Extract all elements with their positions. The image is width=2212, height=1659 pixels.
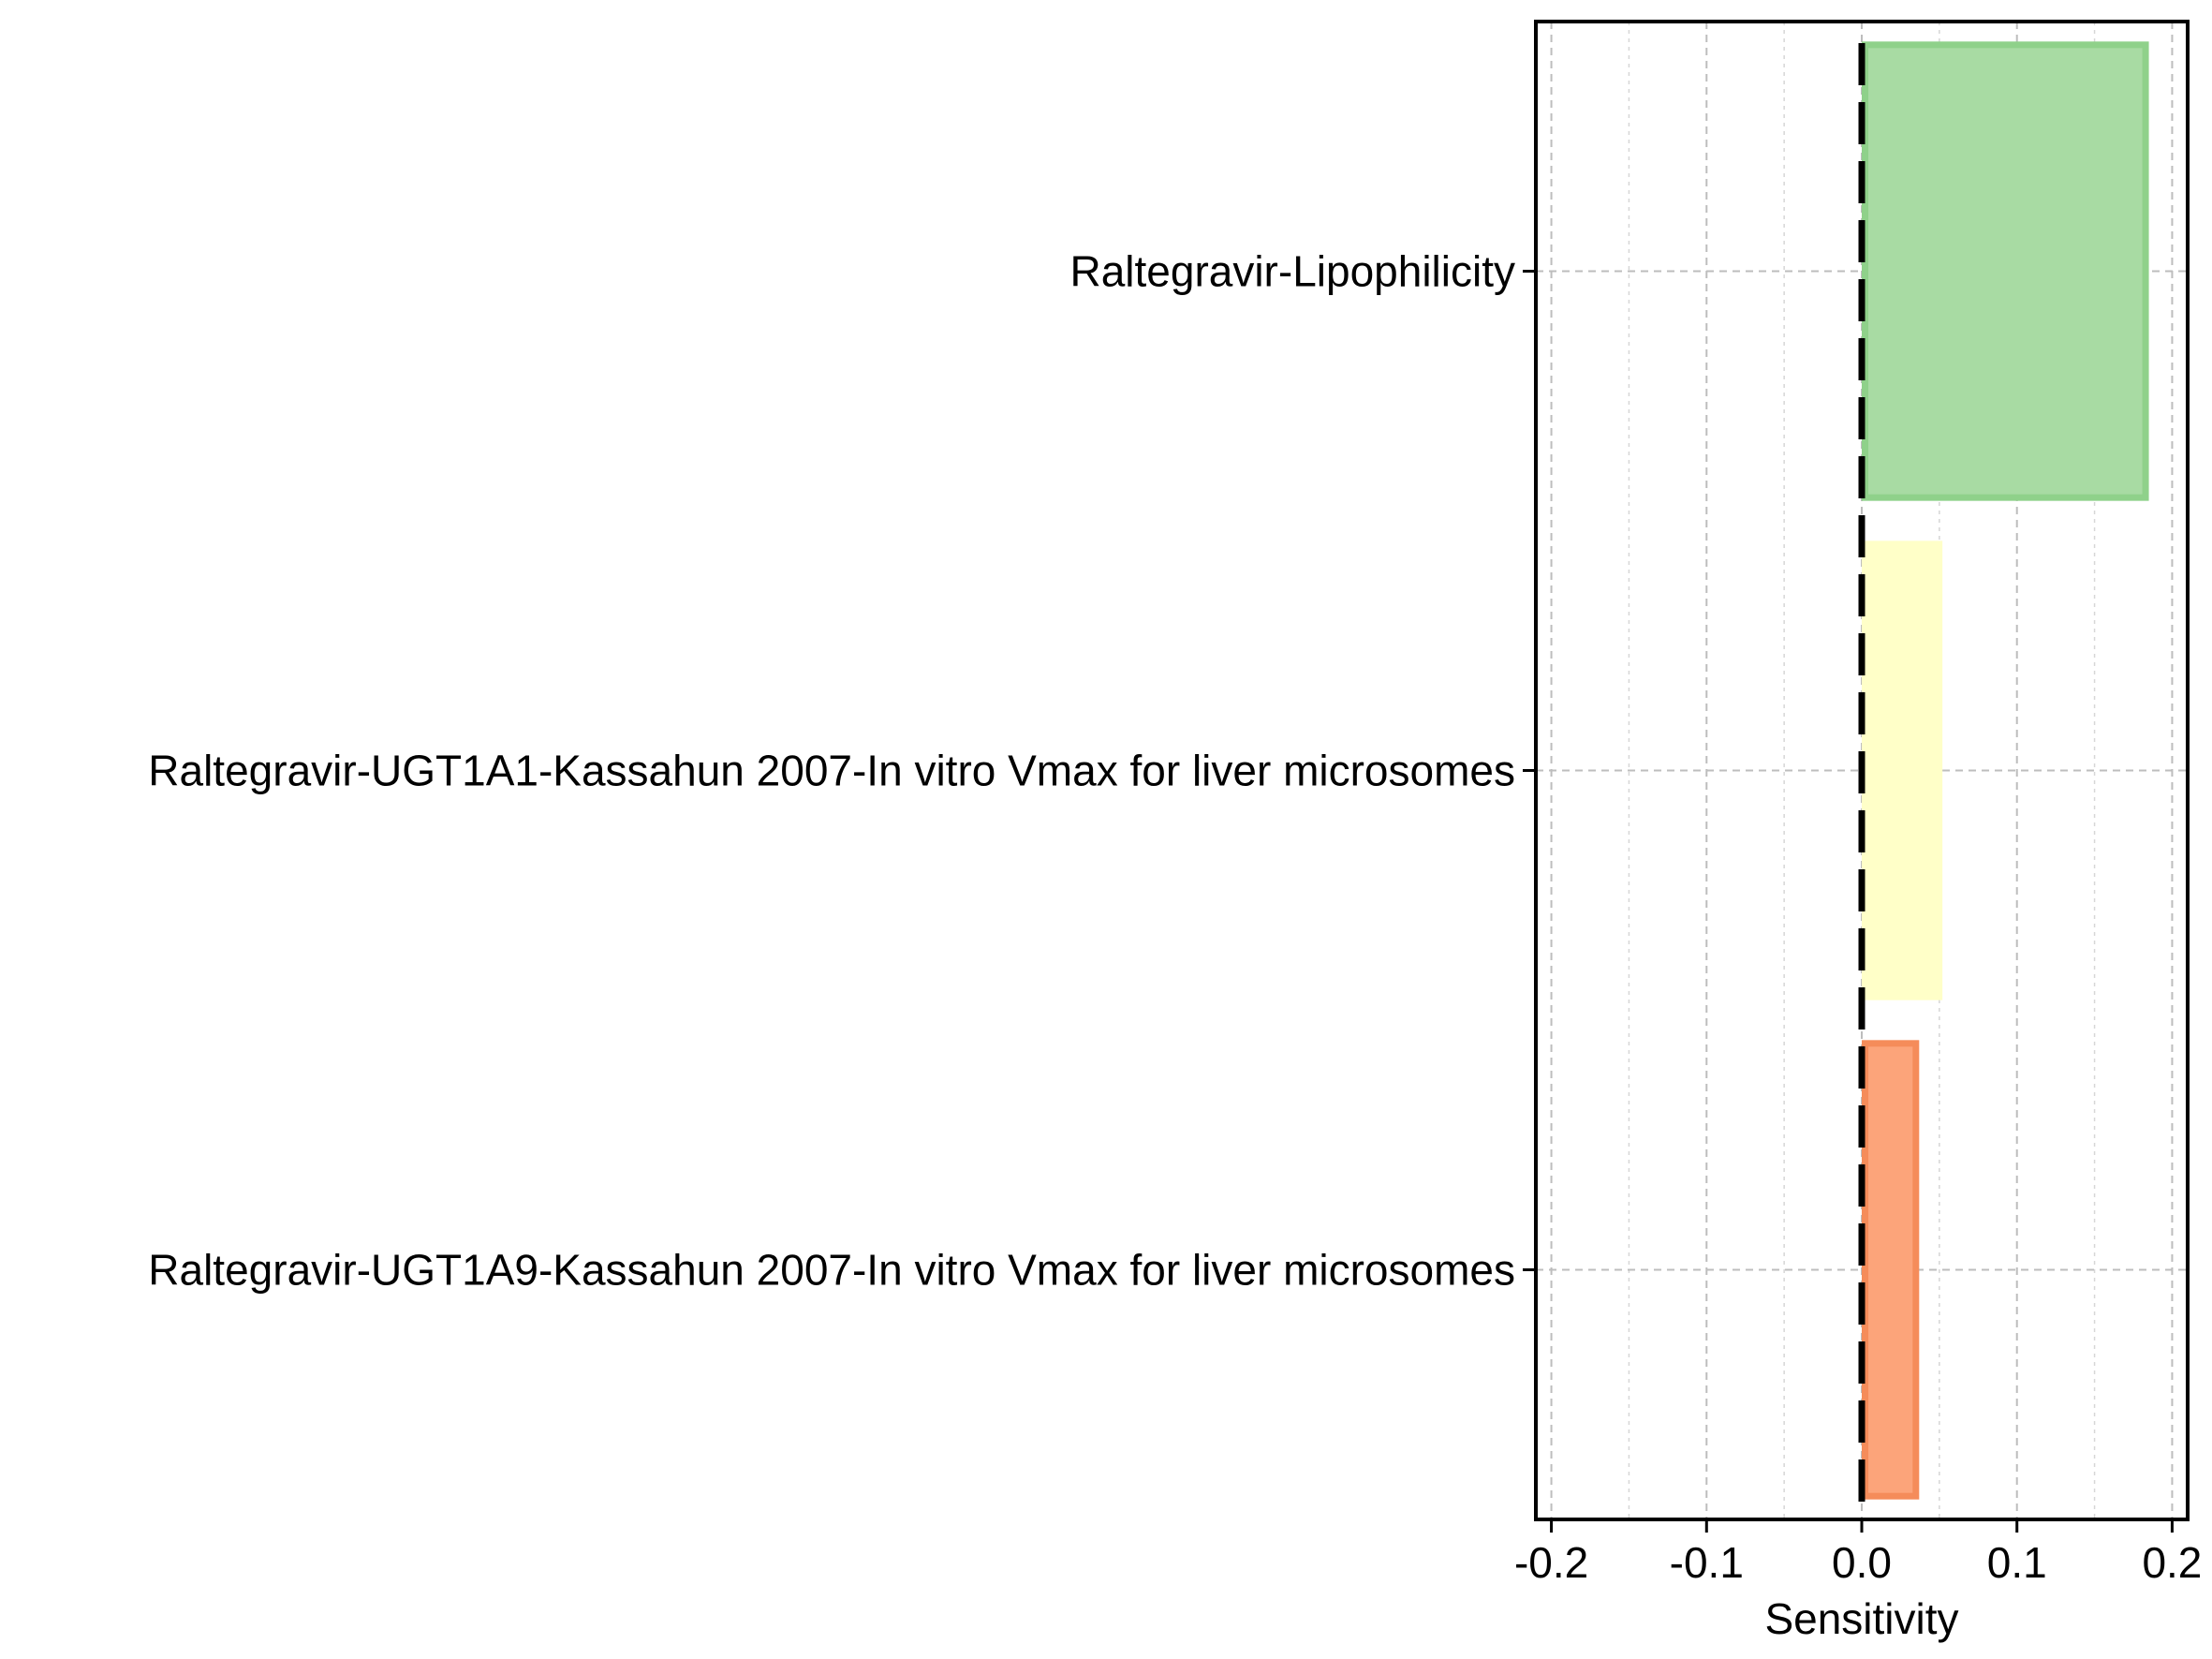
x-tick-label: 0.0: [1832, 1538, 1892, 1587]
bar-3: [1862, 1040, 1920, 1500]
x-axis-title: Sensitivity: [1764, 1594, 1958, 1643]
bar-1: [1862, 41, 2149, 501]
bar-2: [1862, 541, 1943, 1000]
axis-layer: -0.2 -0.1 0.0 0.1 0.2: [1514, 270, 2202, 1587]
x-tick-label: 0.2: [2142, 1538, 2202, 1587]
label-layer: Raltegravir-Lipophilicity Raltegravir-UGT…: [148, 247, 1515, 1295]
category-label-2: Raltegravir-UGT1A1-Kassahun 2007-In vitr…: [148, 747, 1515, 795]
category-label-1: Raltegravir-Lipophilicity: [1069, 247, 1515, 296]
x-tick-label: 0.1: [1987, 1538, 2047, 1587]
category-label-3: Raltegravir-UGT1A9-Kassahun 2007-In vitr…: [148, 1246, 1515, 1295]
bar-layer: [1862, 41, 2149, 1500]
x-tick-label: -0.1: [1670, 1538, 1744, 1587]
x-tick-label: -0.2: [1514, 1538, 1588, 1587]
